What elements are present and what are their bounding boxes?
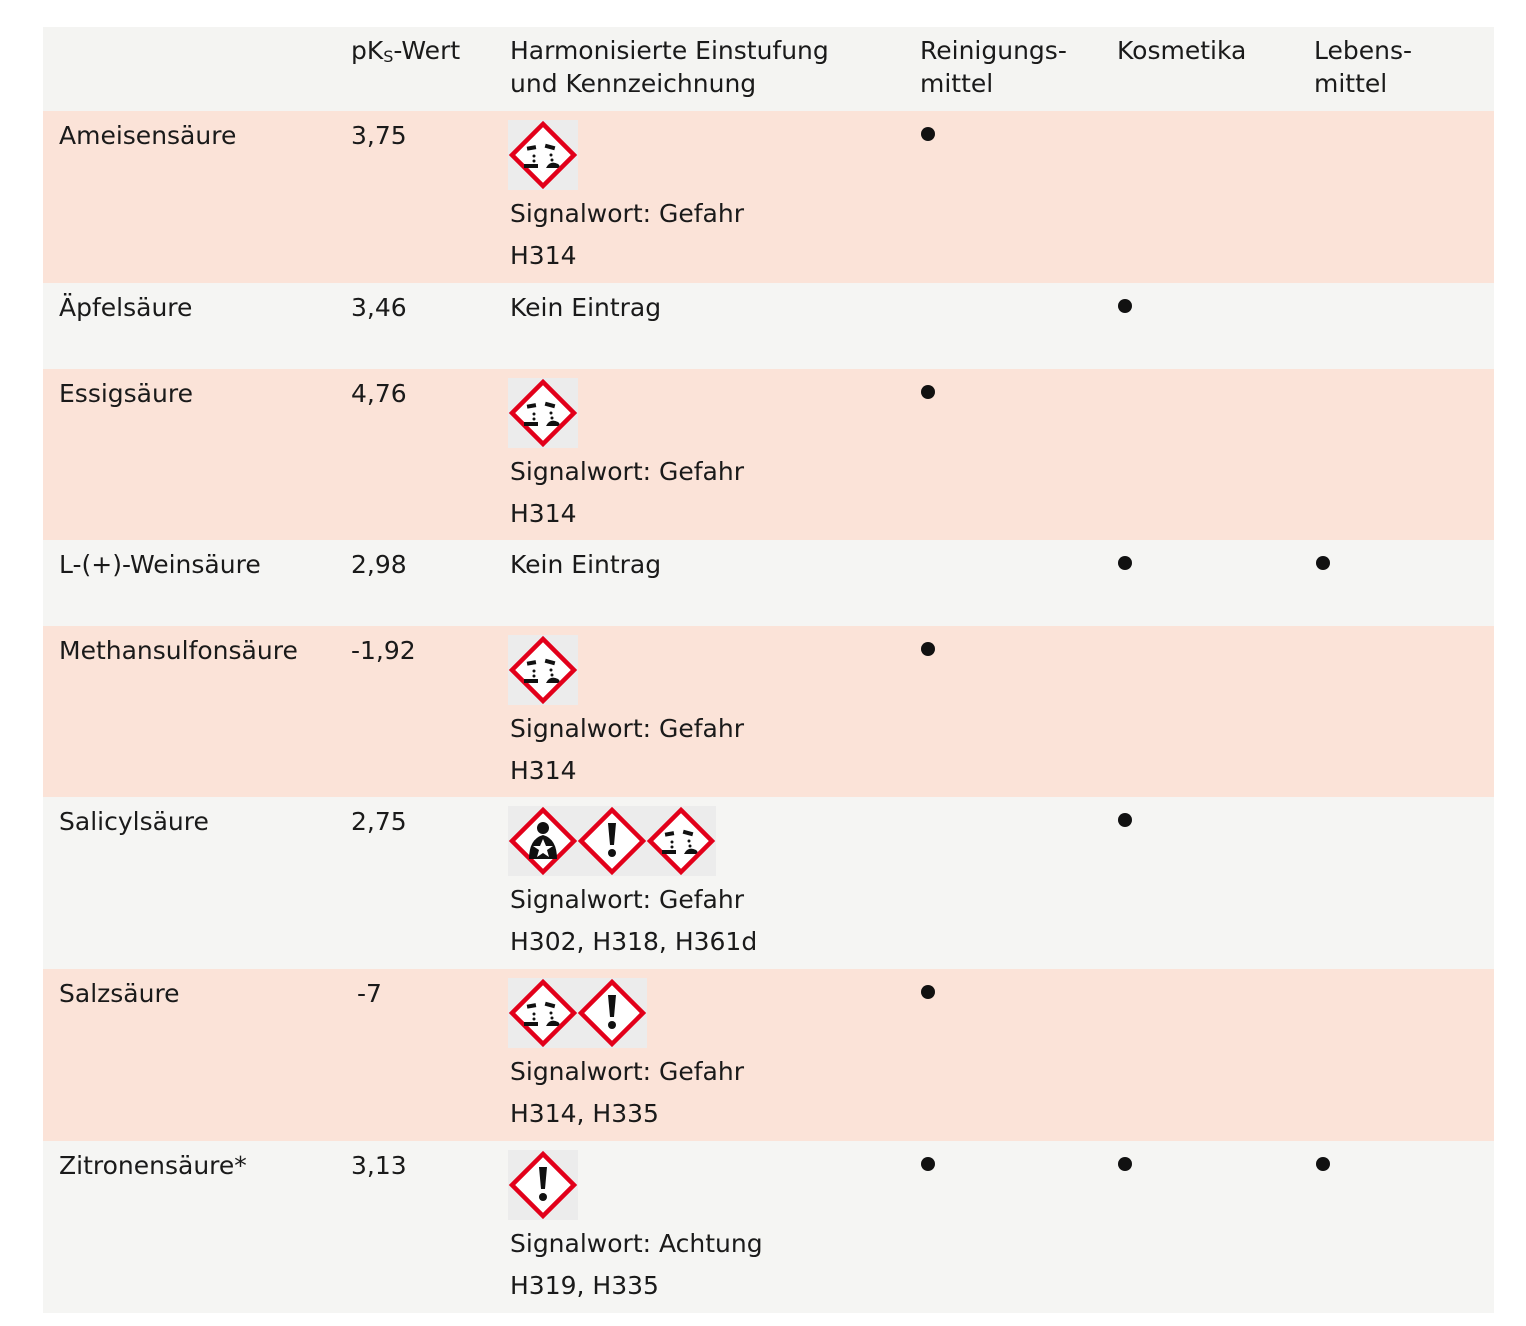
hazard-pictogram <box>508 635 578 705</box>
signal-word: Signalwort: Gefahr <box>510 885 745 914</box>
header-cell: pKS-Wert <box>351 36 460 66</box>
substance-name: Salicylsäure <box>59 807 209 836</box>
substance-name: Methansulfonsäure <box>59 636 298 665</box>
header-cell: Reinigungs- <box>920 36 1067 65</box>
row-background <box>43 1141 1494 1313</box>
classification: Kein Eintrag <box>510 550 661 579</box>
pks-value: -1,92 <box>351 636 416 665</box>
signal-word: Signalwort: Gefahr <box>510 199 745 228</box>
header-cell: mittel <box>920 69 993 98</box>
hazard-statements: H319, H335 <box>510 1271 659 1300</box>
hazard-statements: H314 <box>510 499 577 528</box>
usage-dot <box>1118 1157 1132 1171</box>
hazard-pictogram <box>508 978 578 1048</box>
usage-dot <box>1316 556 1330 570</box>
row-background <box>43 969 1494 1141</box>
pks-value: -7 <box>357 979 382 1008</box>
hazard-statements: H302, H318, H361d <box>510 927 757 956</box>
row-background <box>43 626 1494 797</box>
row-background <box>43 540 1494 626</box>
hazard-pictogram <box>508 378 578 448</box>
usage-dot <box>921 1157 935 1171</box>
hazard-statements: H314 <box>510 241 577 270</box>
header-cell: mittel <box>1314 69 1387 98</box>
substance-name: L-(+)-Weinsäure <box>59 550 261 579</box>
signal-word: Signalwort: Achtung <box>510 1229 763 1258</box>
hazard-pictogram <box>646 806 716 876</box>
header-part: pK <box>351 36 384 65</box>
substance-name: Essigsäure <box>59 379 193 408</box>
usage-dot <box>921 985 935 999</box>
header-row <box>43 27 1494 111</box>
header-cell: Lebens- <box>1314 36 1412 65</box>
usage-dot <box>921 385 935 399</box>
signal-word: Signalwort: Gefahr <box>510 457 745 486</box>
pks-value: 2,75 <box>351 807 407 836</box>
usage-dot <box>921 642 935 656</box>
pks-value: 3,75 <box>351 121 407 150</box>
substance-name: Äpfelsäure <box>59 293 192 322</box>
header-cell: Harmonisierte Einstufung <box>510 36 829 65</box>
signal-word: Signalwort: Gefahr <box>510 714 745 743</box>
hazard-pictogram <box>577 806 647 876</box>
pks-value: 2,98 <box>351 550 407 579</box>
header-part: S <box>383 47 393 66</box>
pks-value: 3,13 <box>351 1151 407 1180</box>
classification: Kein Eintrag <box>510 293 661 322</box>
usage-dot <box>1316 1157 1330 1171</box>
usage-dot <box>1118 299 1132 313</box>
hazard-pictogram <box>508 120 578 190</box>
header-part: -Wert <box>393 36 460 65</box>
substance-name: Salzsäure <box>59 979 180 1008</box>
usage-dot <box>1118 813 1132 827</box>
hazard-pictogram <box>577 978 647 1048</box>
row-background <box>43 283 1494 369</box>
header-cell: und Kennzeichnung <box>510 69 756 98</box>
hazard-pictogram <box>508 806 578 876</box>
hazard-pictogram <box>508 1150 578 1220</box>
hazard-statements: H314, H335 <box>510 1099 659 1128</box>
substance-name: Ameisensäure <box>59 121 236 150</box>
signal-word: Signalwort: Gefahr <box>510 1057 745 1086</box>
row-background <box>43 111 1494 283</box>
row-background <box>43 369 1494 540</box>
hazard-statements: H314 <box>510 756 577 785</box>
header-cell: Kosmetika <box>1117 36 1246 65</box>
pks-value: 4,76 <box>351 379 407 408</box>
usage-dot <box>921 127 935 141</box>
usage-dot <box>1118 556 1132 570</box>
row-background <box>43 797 1494 969</box>
substance-name: Zitronensäure* <box>59 1151 247 1180</box>
pks-value: 3,46 <box>351 293 407 322</box>
